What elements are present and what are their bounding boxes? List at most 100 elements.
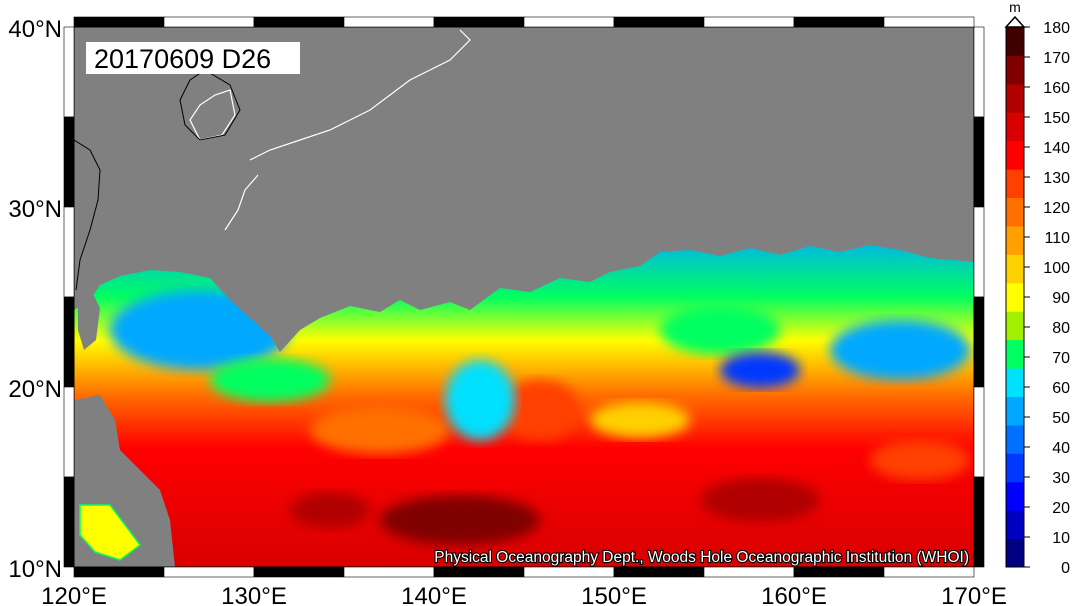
map-panel — [73, 26, 975, 568]
frame-bar-bottom — [793, 566, 885, 578]
frame-bar-top — [253, 16, 345, 28]
colorbar-tick-label: 30 — [1052, 470, 1070, 487]
frame-bar-bottom — [703, 566, 795, 578]
colorbar-swatch — [1006, 481, 1024, 511]
land-mask — [74, 27, 974, 567]
colorbar-swatch — [1006, 197, 1024, 227]
colorbar-tick-label: 130 — [1043, 170, 1070, 187]
frame-bar-right — [973, 386, 985, 478]
ocean-patches — [110, 290, 970, 545]
colorbar-swatch — [1006, 169, 1024, 199]
colorbar-swatch — [1006, 339, 1024, 369]
colorbar-swatch — [1006, 368, 1024, 397]
frame-bar-right — [973, 476, 985, 568]
longitude-label: 170°E — [941, 583, 1007, 606]
longitude-label: 160°E — [761, 583, 827, 606]
colorbar-tick-label: 80 — [1052, 320, 1070, 337]
frame-bar-bottom — [433, 566, 525, 578]
colorbar-tick-label: 180 — [1043, 20, 1070, 37]
ocean-patch — [445, 360, 515, 440]
latitude-labels: 40°N 30°N 20°N 10°N — [8, 16, 62, 583]
colorbar-swatch — [1006, 424, 1024, 454]
frame-bar-top — [883, 16, 975, 28]
longitude-label: 140°E — [401, 583, 467, 606]
colorbar-tick-label: 60 — [1052, 380, 1070, 397]
frame-bar-bottom — [253, 566, 345, 578]
latitude-label: 10°N — [8, 556, 62, 583]
ocean-patch — [720, 352, 800, 388]
colorbar-swatch — [1006, 510, 1024, 540]
colorbar-unit: m — [1009, 0, 1021, 15]
frame-bar-bottom — [163, 566, 255, 578]
ocean-patch — [830, 320, 970, 380]
colorbar-tick-label: 120 — [1043, 200, 1070, 217]
date-label-background — [86, 42, 300, 74]
credit-text: Physical Oceanography Dept., Woods Hole … — [434, 549, 969, 566]
frame-bar-bottom — [73, 566, 165, 578]
frame-bar-right — [973, 26, 985, 118]
frame-bar-bottom — [343, 566, 435, 578]
frame-bar-top — [73, 16, 165, 28]
frame-bar-right — [973, 116, 985, 208]
colorbar-swatch — [1006, 83, 1024, 113]
colorbar-swatch — [1006, 254, 1024, 284]
colorbar-tick-label: 20 — [1052, 500, 1070, 517]
colorbar-tick-label: 40 — [1052, 440, 1070, 457]
korea-coastline — [179, 69, 241, 141]
latitude-label: 40°N — [8, 16, 62, 43]
frame-bar-top — [433, 16, 525, 28]
colorbar-tick-label: 90 — [1052, 290, 1070, 307]
colorbar-swatch — [1006, 538, 1024, 568]
colorbar-tick-label: 50 — [1052, 410, 1070, 427]
frame-bar-bottom — [883, 566, 975, 578]
colorbar-swatch — [1006, 27, 1024, 56]
ocean-patch — [660, 305, 780, 355]
ocean-patch — [210, 358, 330, 402]
colorbar-swatch — [1006, 140, 1024, 170]
colorbar-tick-label: 140 — [1043, 140, 1070, 157]
ocean-patch — [380, 495, 540, 545]
frame-bar-top — [613, 16, 705, 28]
colorbar-tick-label: 10 — [1052, 530, 1070, 547]
ocean-patch — [310, 406, 450, 454]
longitude-labels: 120°E 130°E 140°E 150°E 160°E 170°E — [41, 583, 1007, 606]
colorbar-swatch — [1006, 55, 1024, 85]
colorbar-swatch — [1006, 396, 1024, 426]
ocean-patch — [590, 402, 690, 438]
china-coastline — [74, 139, 101, 291]
colorbar-tick-label: 0 — [1061, 560, 1070, 577]
colorbar-tick-label: 70 — [1052, 350, 1070, 367]
frame-bar-bottom — [523, 566, 615, 578]
colorbar-tick-label: 110 — [1044, 230, 1070, 247]
colorbar-swatch — [1006, 112, 1024, 142]
colorbar-tick-label: 100 — [1043, 260, 1070, 277]
colorbar-swatch — [1006, 225, 1024, 255]
frame-bar-right — [973, 206, 985, 298]
colorbar-swatches — [1006, 27, 1024, 568]
frame-bar-left — [63, 296, 75, 388]
longitude-label: 150°E — [581, 583, 647, 606]
colorbar-tick-label: 170 — [1043, 50, 1070, 67]
longitude-label: 130°E — [221, 583, 287, 606]
ocean-patch — [700, 478, 820, 522]
colorbar-swatch — [1006, 311, 1024, 341]
colorbar-tick-label: 150 — [1043, 110, 1070, 127]
frame-bar-left — [63, 206, 75, 298]
frame-bar-bottom — [613, 566, 705, 578]
date-label-box: 20170609 D26 — [86, 42, 300, 74]
frame-bar-top — [793, 16, 885, 28]
latitude-label: 20°N — [8, 376, 62, 403]
frame-bar-top — [343, 16, 435, 28]
frame-bar-top — [163, 16, 255, 28]
colorbar-swatch — [1006, 453, 1024, 483]
philippines-coastline — [79, 504, 142, 561]
frame-bar-top — [703, 16, 795, 28]
longitude-label: 120°E — [41, 583, 107, 606]
frame-bar-top — [523, 16, 615, 28]
ocean-patch — [290, 492, 370, 528]
colorbar-swatch — [1006, 282, 1024, 312]
ocean-patch — [500, 380, 580, 440]
frame-bar-right — [973, 296, 985, 388]
frame-bar-left — [63, 116, 75, 208]
